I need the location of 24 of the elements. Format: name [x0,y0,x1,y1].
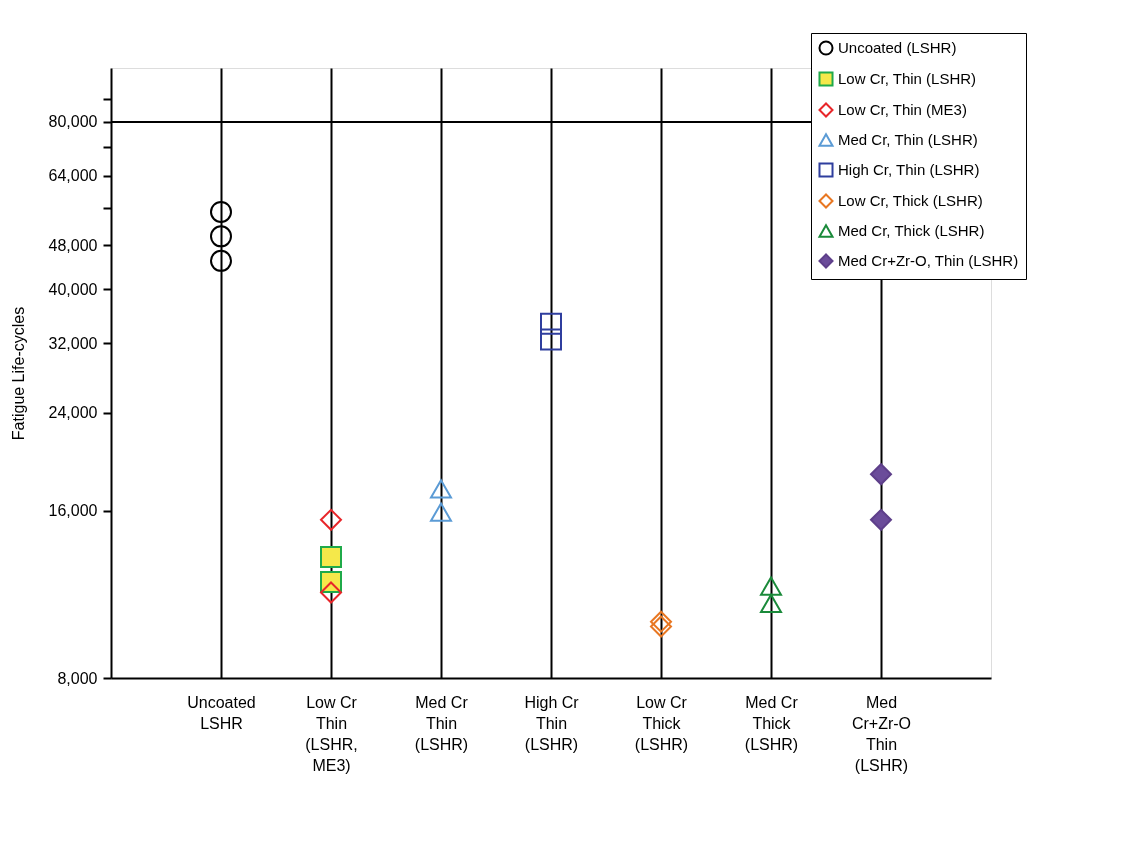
legend-label: Med Cr, Thin (LSHR) [838,131,978,148]
legend-label: High Cr, Thin (LSHR) [838,161,980,178]
x-tick-label: Low Cr Thick (LSHR) [634,693,689,753]
y-axis-title: Fatigue Life-cycles [9,306,27,441]
legend-label: Uncoated (LSHR) [838,39,957,56]
legend-label: Low Cr, Thin (ME3) [838,101,967,118]
x-tick-label: Med Cr Thin (LSHR) [414,693,469,753]
x-tick-label: Low Cr Thin (LSHR, ME3) [305,693,358,774]
legend-label: Low Cr, Thick (LSHR) [838,192,983,209]
y-tick-label: 80,000 [48,113,98,131]
legend-label: Med Cr, Thick (LSHR) [838,222,985,239]
x-tick-label: Med Cr Thick (LSHR) [744,693,799,753]
x-tick-label: High Cr Thin (LSHR) [524,693,580,753]
y-tick-label: 8,000 [57,669,98,687]
y-tick-label: 64,000 [48,167,98,185]
y-tick-label: 16,000 [48,502,98,520]
y-tick-label: 48,000 [48,236,98,254]
y-tick-label: 32,000 [48,334,98,352]
x-tick-label: Uncoated LSHR [187,693,256,732]
legend-label: Med Cr+Zr-O, Thin (LSHR) [838,252,1019,269]
x-tick-label: Med Cr+Zr-O Thin (LSHR) [851,693,912,774]
y-tick-label: 24,000 [48,404,98,422]
y-tick-label: 40,000 [48,280,98,298]
legend-label: Low Cr, Thin (LSHR) [838,70,977,87]
